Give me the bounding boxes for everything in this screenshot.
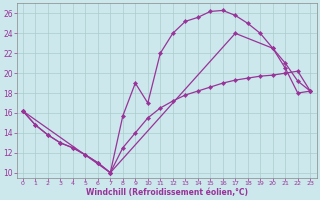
X-axis label: Windchill (Refroidissement éolien,°C): Windchill (Refroidissement éolien,°C) xyxy=(85,188,248,197)
